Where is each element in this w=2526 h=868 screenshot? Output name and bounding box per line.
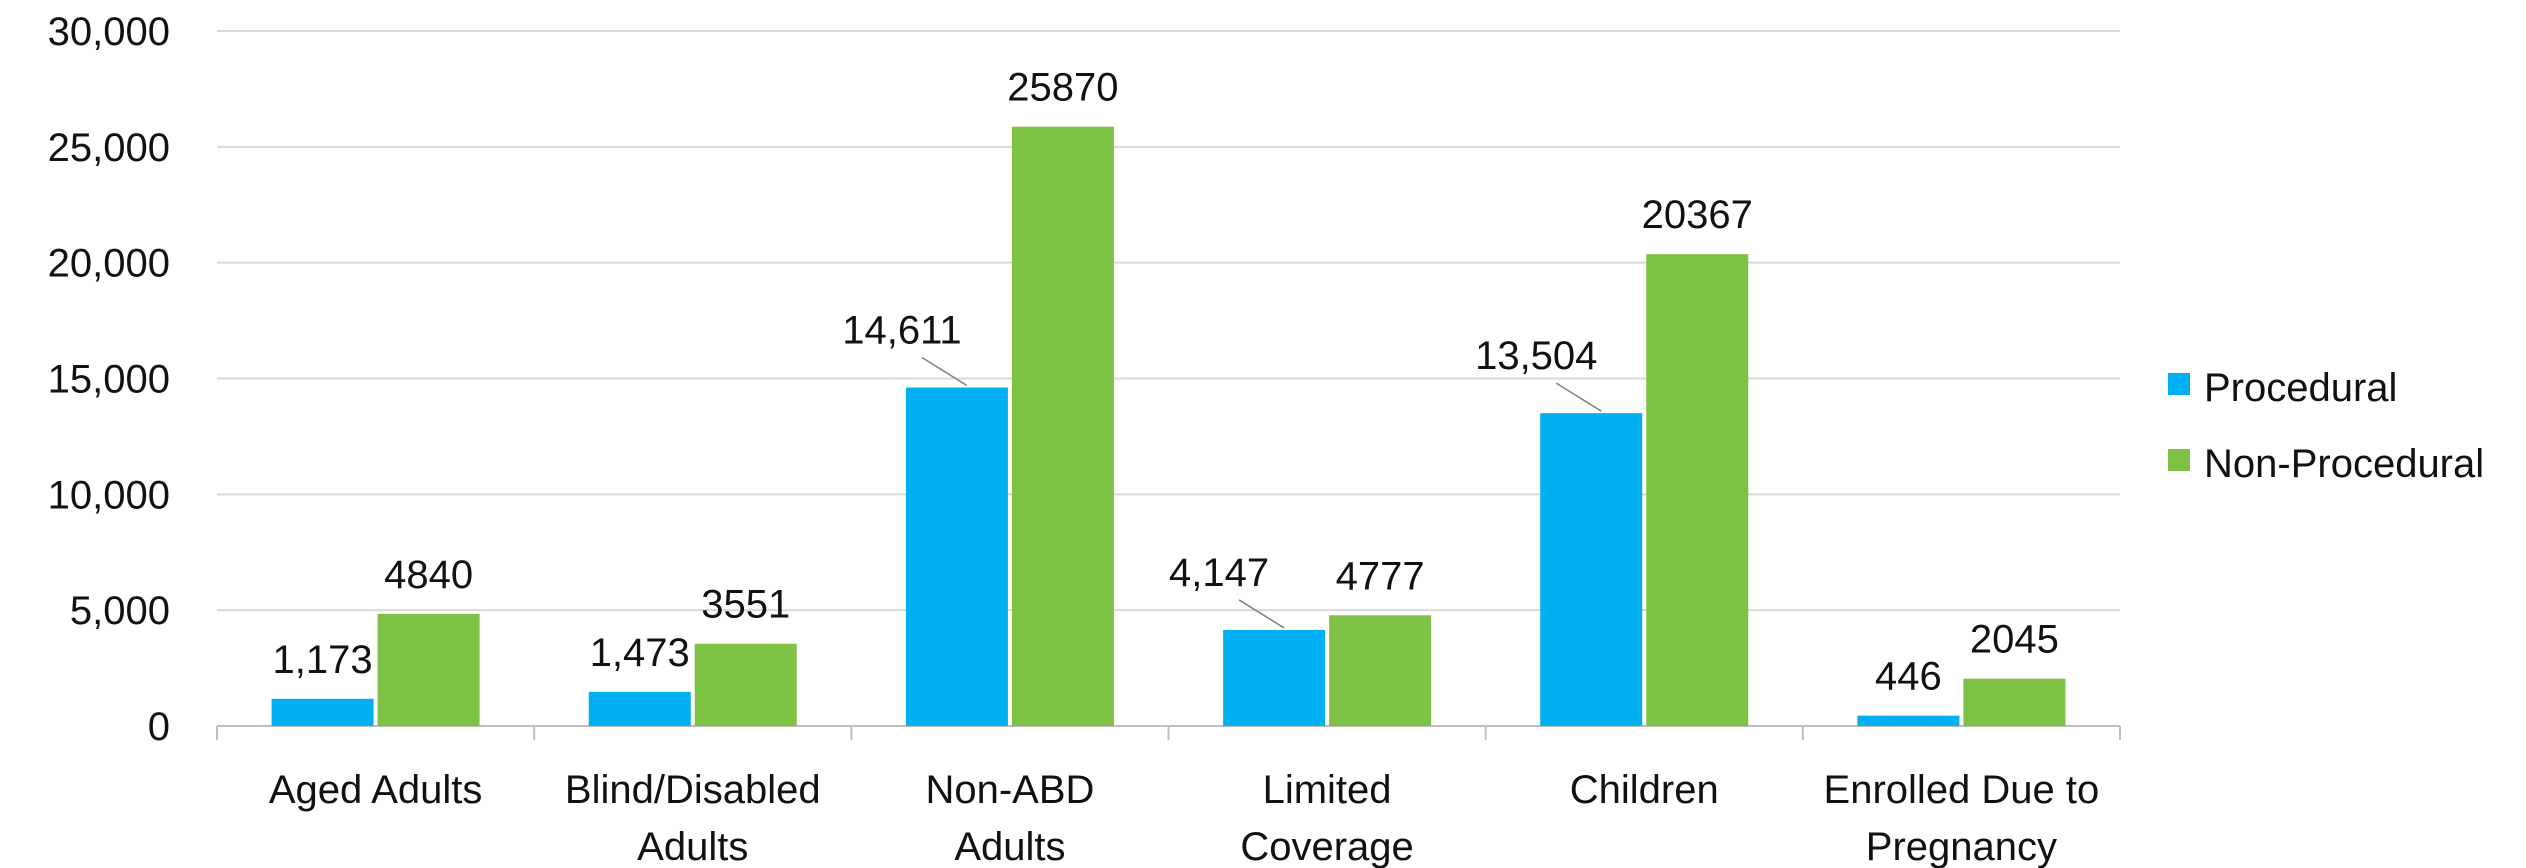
x-category-label: Enrolled Due to Pregnancy [1824,768,2100,868]
data-label-procedural: 13,504 [1475,334,1597,378]
y-tick-label: 0 [148,705,170,749]
x-category-label: Limited Coverage [1240,768,1413,868]
data-label-procedural: 1,173 [273,638,373,682]
bar-non-procedural [377,613,480,726]
data-label-non-procedural: 2045 [1970,618,2059,662]
y-tick-label: 20,000 [48,242,170,286]
x-category-label: Aged Adults [269,768,483,812]
bars [271,126,2066,727]
data-label-non-procedural: 25870 [1007,66,1118,110]
legend-swatch [2168,373,2190,395]
x-category-label: Children [1570,768,1719,812]
bar-procedural [271,698,374,726]
data-label-non-procedural: 20367 [1642,193,1753,237]
data-label-non-procedural: 4777 [1336,554,1425,598]
data-label-procedural: 1,473 [590,631,690,675]
y-axis: 0 5,000 10,000 15,000 20,000 25,000 30,000 [48,10,170,749]
bar-procedural [1223,629,1326,726]
data-label-non-procedural: 4840 [384,553,473,597]
bar-procedural [588,691,691,726]
bar-procedural [905,387,1008,726]
legend-label: Procedural [2204,366,2397,410]
bar-procedural [1540,413,1643,726]
y-tick-label: 10,000 [48,473,170,517]
bar-non-procedural [1329,615,1432,726]
x-axis: Aged Adults Blind/Disabled Adults Non-ABD Ad… [216,726,2121,868]
x-category-label: Blind/Disabled Adults [565,768,821,868]
bar-procedural [1857,715,1960,726]
bar-non-procedural [1011,126,1114,726]
data-label-non-procedural: 3551 [701,583,790,627]
legend-label: Non-Procedural [2204,442,2484,486]
legend: Procedural Non-Procedural [2168,366,2484,486]
x-category-label: Non-ABD Adults [925,768,1094,868]
leader-line [1238,599,1285,629]
y-tick-label: 5,000 [70,589,170,633]
gridlines [217,30,2120,727]
data-label-procedural: 4,147 [1169,551,1269,595]
bar-non-procedural [694,643,797,726]
legend-swatch [2168,449,2190,471]
y-tick-label: 30,000 [48,10,170,54]
data-label-procedural: 446 [1875,655,1942,699]
leader-line [921,356,968,387]
bar-non-procedural [1963,678,2066,726]
bar-non-procedural [1646,254,1749,727]
data-label-procedural: 14,611 [842,309,961,353]
leader-line [1555,382,1602,412]
y-tick-label: 25,000 [48,126,170,170]
y-tick-label: 15,000 [48,358,170,402]
